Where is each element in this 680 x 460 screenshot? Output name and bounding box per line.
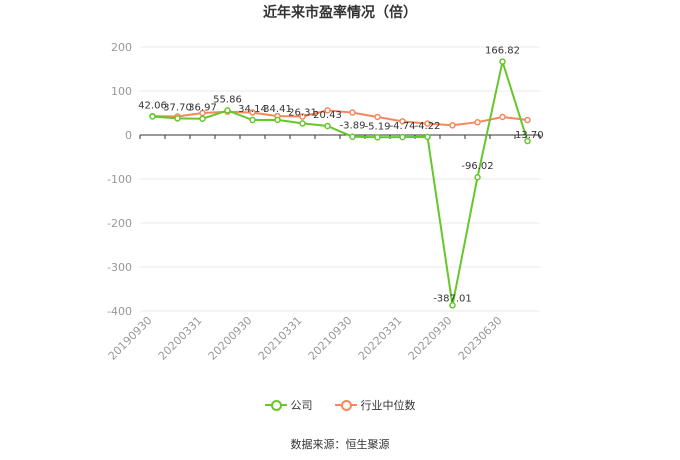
- company-data-label: -3.89: [340, 121, 366, 132]
- company-data-label: 34.41: [263, 104, 292, 115]
- y-tick-label: 0: [125, 129, 132, 142]
- legend-industry-label: 行业中位数: [360, 399, 416, 412]
- company-point: [274, 116, 281, 124]
- industry-point: [349, 109, 356, 116]
- company-data-label: -387.01: [433, 293, 472, 304]
- x-tick-label: 20220331: [356, 314, 405, 363]
- company-data-label: -96.02: [461, 161, 493, 172]
- company-point: [149, 113, 156, 120]
- company-data-label: -13.70: [511, 130, 543, 141]
- legend-industry-swatch-icon: [334, 399, 357, 411]
- industry-series-line: [152, 109, 528, 127]
- company-data-label: 42.06: [138, 100, 167, 111]
- company-point: [399, 133, 406, 141]
- x-tick-label: 20200331: [156, 314, 205, 363]
- company-point: [374, 134, 381, 141]
- x-tick-label: 20220930: [406, 314, 455, 363]
- company-data-label: 26.31: [288, 107, 317, 118]
- company-data-label: 34.14: [238, 104, 267, 115]
- company-data-label: 55.86: [213, 94, 242, 105]
- company-data-label: 36.97: [188, 103, 217, 114]
- y-tick-label: -300: [107, 261, 132, 274]
- y-tick-label: -100: [107, 173, 132, 186]
- x-tick-label: 20210331: [256, 314, 305, 363]
- legend: 公司 行业中位数: [0, 397, 680, 413]
- company-point: [474, 173, 481, 181]
- industry-point: [249, 109, 256, 116]
- company-point: [499, 58, 506, 65]
- y-tick-label: 100: [111, 85, 132, 98]
- company-data-label: -4.74: [390, 121, 416, 132]
- industry-point: [424, 120, 431, 127]
- industry-point: [299, 113, 306, 120]
- company-point: [324, 122, 331, 130]
- data-source: 数据来源：恒生聚源: [290, 438, 390, 451]
- x-tick-label: 20210930: [306, 314, 355, 363]
- industry-point: [399, 118, 406, 125]
- company-point: [524, 137, 531, 145]
- company-point: [224, 107, 231, 114]
- company-point: [349, 133, 356, 140]
- company-data-label: 20.43: [313, 110, 342, 121]
- company-series-line: [152, 57, 529, 306]
- y-tick-label: -200: [107, 217, 132, 230]
- company-data-label: 166.82: [485, 46, 520, 57]
- industry-point: [524, 116, 531, 124]
- company-point: [174, 115, 181, 122]
- company-data-label: -4.22: [415, 121, 441, 132]
- x-tick-label: 20230630: [456, 314, 505, 363]
- y-tick-label: 200: [111, 41, 132, 54]
- company-data-label: 37.70: [163, 102, 192, 113]
- industry-point: [499, 113, 506, 121]
- y-tick-label: -400: [107, 305, 132, 318]
- company-point: [424, 133, 431, 141]
- x-tick-label: 20190930: [106, 314, 155, 363]
- industry-point: [474, 118, 481, 126]
- x-tick-label: 20200930: [206, 314, 255, 363]
- company-point: [249, 116, 256, 124]
- industry-point: [449, 122, 456, 129]
- company-point: [199, 115, 206, 122]
- industry-point: [324, 107, 331, 114]
- company-point: [299, 120, 306, 127]
- industry-point: [374, 113, 381, 121]
- company-data-label: -5.19: [365, 121, 391, 132]
- legend-item-industry[interactable]: 行业中位数: [334, 397, 416, 413]
- chart-title: 近年来市盈率情况（倍）: [263, 5, 417, 21]
- legend-company-swatch-icon: [264, 399, 287, 411]
- company-point: [449, 302, 456, 309]
- legend-company-label: 公司: [290, 399, 313, 412]
- legend-item-company[interactable]: 公司: [264, 397, 313, 413]
